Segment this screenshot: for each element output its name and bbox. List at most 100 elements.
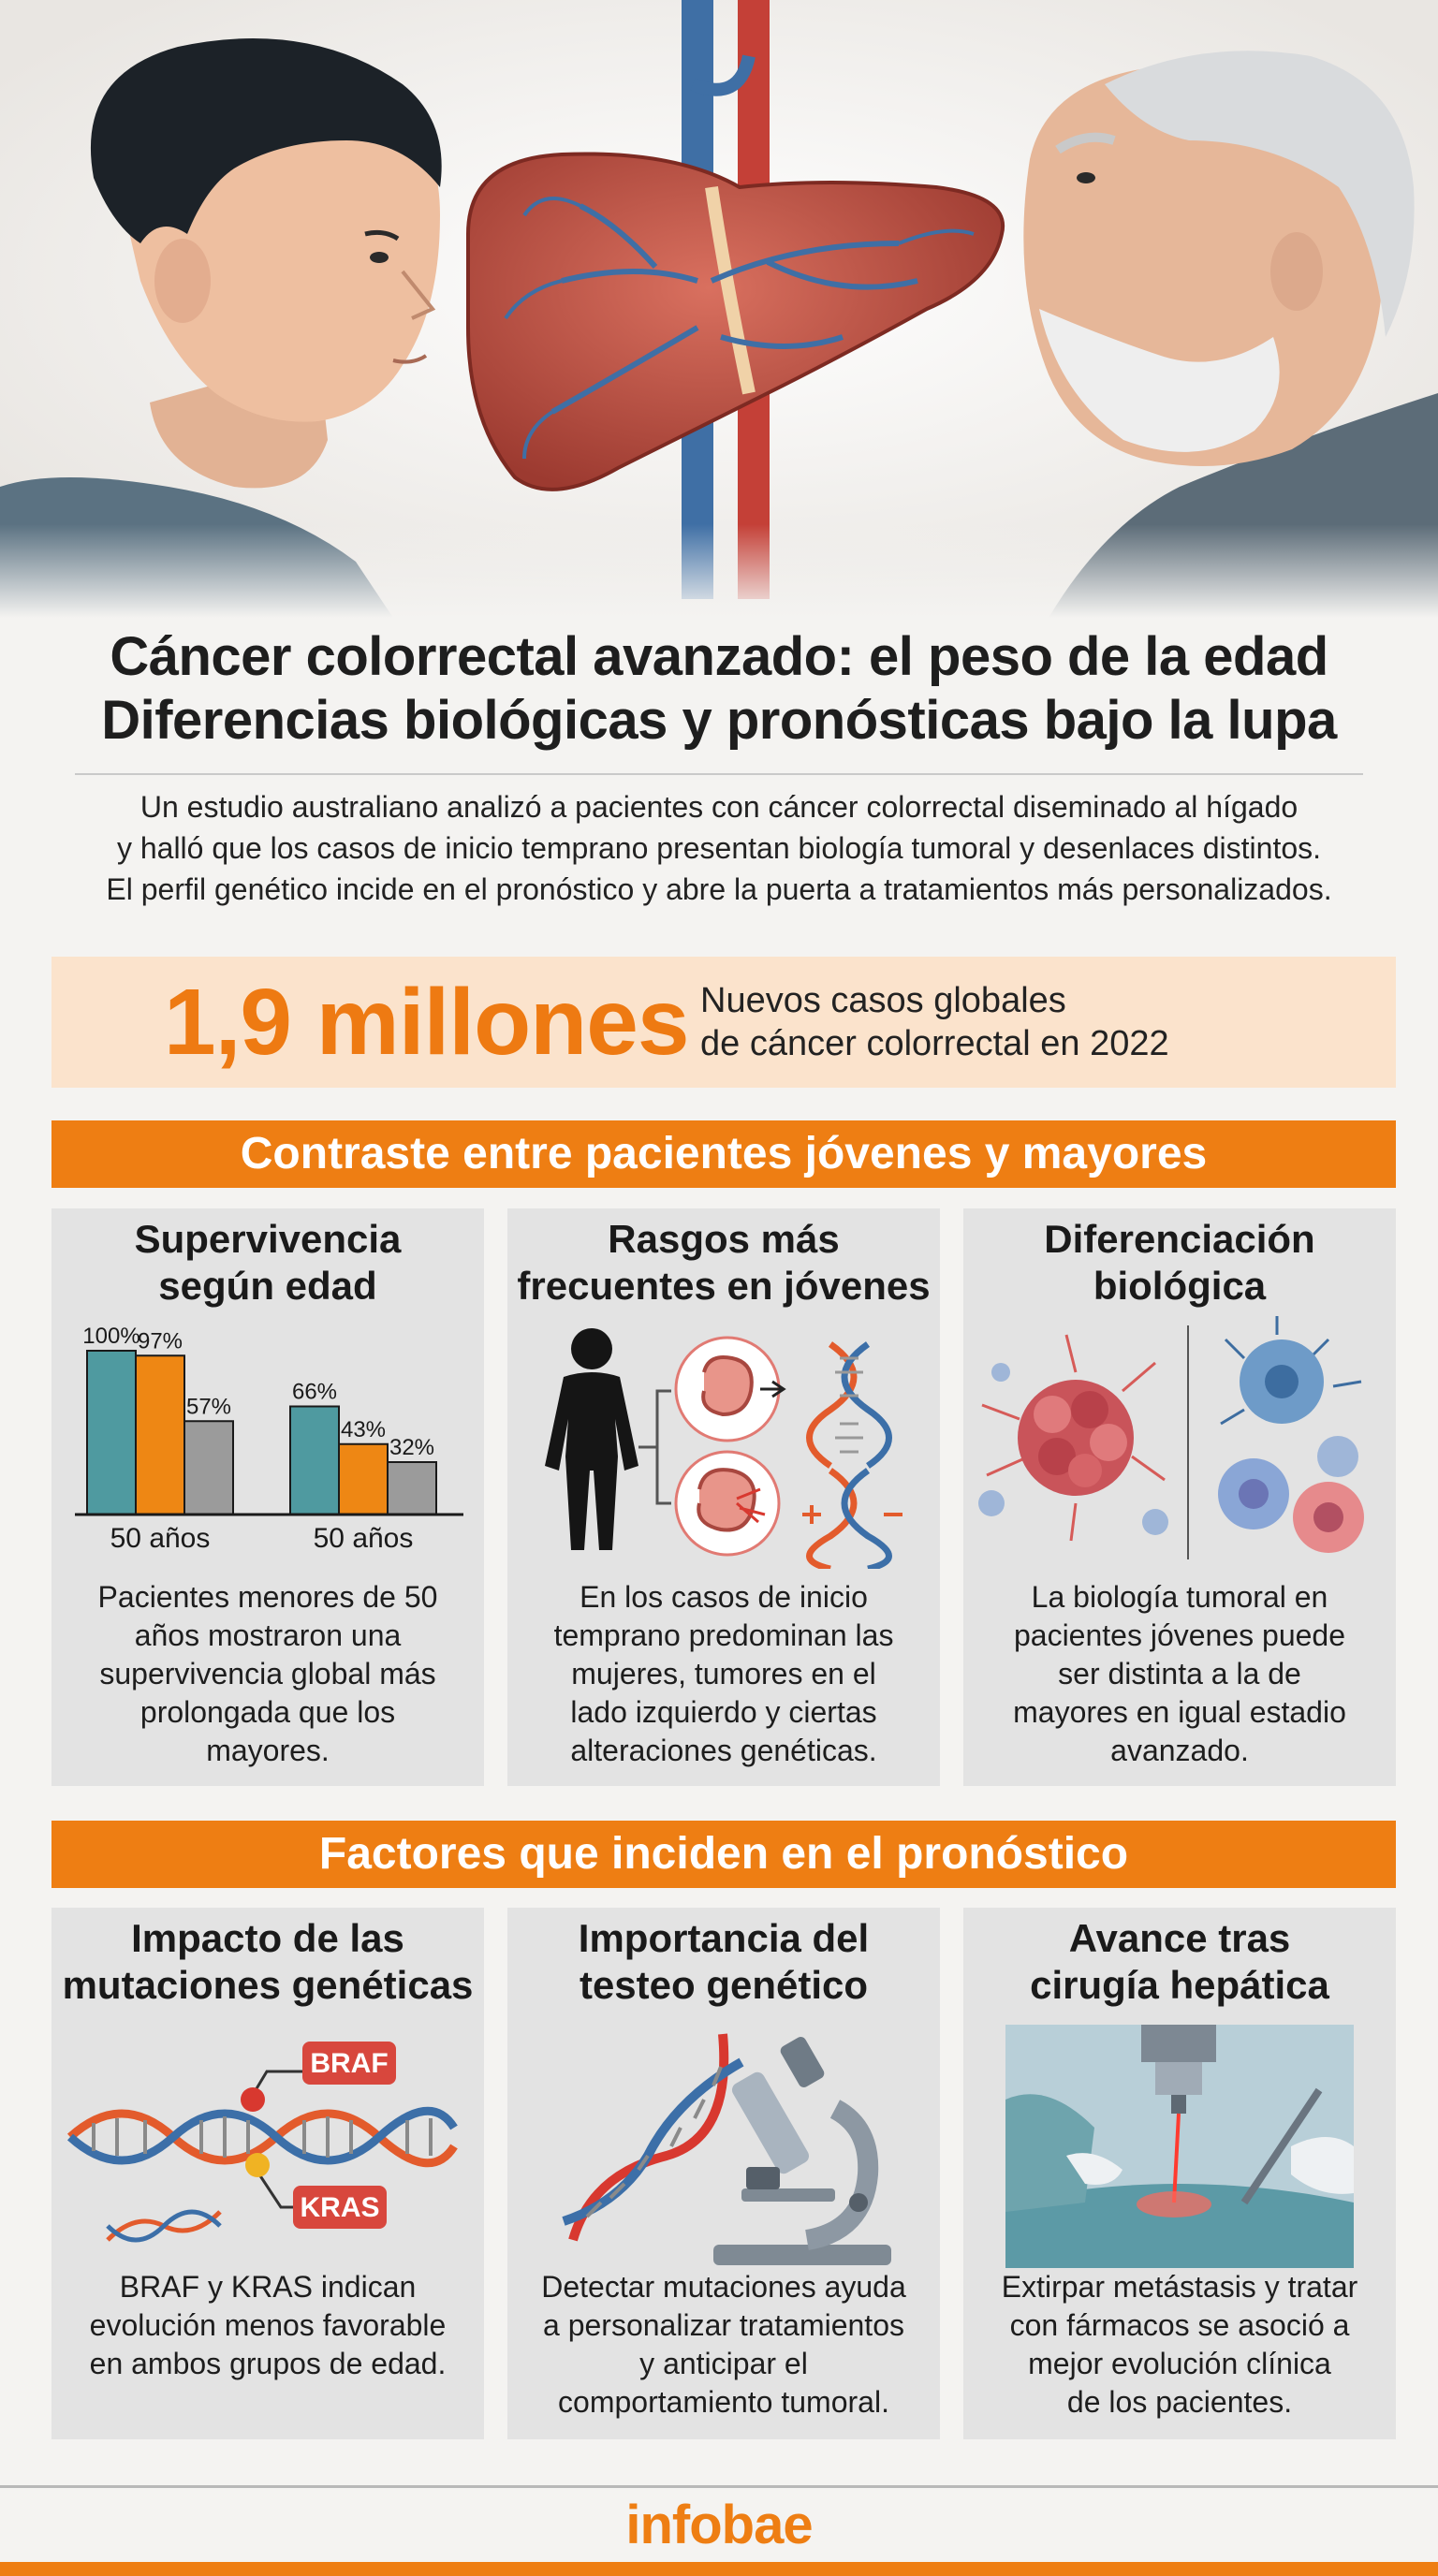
intro-line: El perfil genético incide en el pronósti…: [106, 872, 1332, 906]
page-subtitle: Diferencias biológicas y pronósticas baj…: [101, 690, 1337, 751]
title-divider: [75, 773, 1363, 775]
card-title-line: Rasgos más: [608, 1217, 840, 1261]
surgical-drape: [1005, 2184, 1354, 2268]
liver-illustration: [466, 152, 1005, 491]
scalpel-icon: [1240, 2087, 1323, 2205]
small-dna-icon: [106, 2209, 222, 2243]
card-text-line: de los pacientes.: [1066, 2385, 1293, 2419]
intro-paragraph: Un estudio australiano analizó a pacient…: [56, 786, 1382, 910]
card-title: Avance tras cirugía hepática: [963, 1915, 1396, 2009]
bar: [135, 1354, 185, 1515]
bar-value-label: 100%: [82, 1324, 139, 1349]
surgeon-left: [1005, 2094, 1094, 2212]
braf-marker-icon: [241, 2087, 265, 2112]
stat-box: 1,9 millones Nuevos casos globales de cá…: [51, 957, 1396, 1088]
bar: [387, 1461, 437, 1515]
card-text-line: comportamiento tumoral.: [558, 2385, 889, 2419]
card-text-line: Pacientes menores de 50: [97, 1580, 438, 1614]
card-text-line: prolongada que los: [139, 1695, 396, 1729]
bar: [183, 1420, 234, 1515]
card-title: Rasgos más frecuentes en jóvenes: [507, 1216, 940, 1310]
bar-value-label: 97%: [138, 1328, 183, 1354]
survival-bar-chart: 100%97% 57% 50 años 66%43%32% 50 años: [75, 1324, 463, 1554]
card-text-line: temprano predominan las: [553, 1618, 894, 1652]
card-text-line: pacientes jóvenes puede: [1013, 1618, 1346, 1652]
card-title-line: Supervivencia: [134, 1217, 402, 1261]
gloved-hand-right: [1291, 2137, 1354, 2194]
bar: [289, 1405, 340, 1515]
stat-number: 1,9 millones: [164, 970, 689, 1075]
tumor-cell-cluster-icon: [978, 1334, 1168, 1542]
card-text-line: mayores.: [206, 1734, 330, 1767]
tumor-colon-icon: [674, 1450, 781, 1557]
card-text: Detectar mutaciones ayuda a personalizar…: [517, 2268, 931, 2422]
colon-left-icon: [674, 1336, 786, 1442]
bar: [338, 1442, 389, 1515]
card-text-line: con fármacos se asoció a: [1009, 2308, 1350, 2342]
category-label: 50 años: [314, 1523, 414, 1554]
card-text: BRAF y KRAS indican evolución menos favo…: [61, 2268, 475, 2383]
card-title-line: testeo genético: [579, 1963, 869, 2007]
card-mutations: Impacto de las mutaciones genéticas BRAF…: [51, 1908, 484, 2439]
card-text-line: Extirpar metástasis y tratar: [1001, 2270, 1358, 2304]
normal-cells-icon: [1218, 1316, 1364, 1553]
bracket-connector: [638, 1389, 671, 1505]
bar-value-label: 57%: [186, 1394, 231, 1419]
surgery-illustration: [1005, 2025, 1354, 2268]
card-survival: Supervivencia según edad 100% 97% 57% 50 añ…: [51, 1208, 484, 1786]
genetic-testing-illustration: [562, 2033, 891, 2265]
card-traits: Rasgos más frecuentes en jóvenes: [507, 1208, 940, 1786]
card-text-line: y anticipar el: [639, 2347, 808, 2380]
card-text: Extirpar metástasis y tratar con fármaco…: [973, 2268, 1387, 2422]
gloved-hand-left: [1066, 2153, 1123, 2185]
braf-label: BRAF: [310, 2048, 388, 2079]
page-title: Cáncer colorrectal avanzado: el peso de …: [110, 626, 1328, 687]
braf-badge: [302, 2042, 396, 2085]
card-text-line: En los casos de inicio: [580, 1580, 868, 1614]
card-text-line: alteraciones genéticas.: [570, 1734, 877, 1767]
stat-description: Nuevos casos globales de cáncer colorrec…: [700, 979, 1169, 1065]
card-biology: Diferenciación biológica La b: [963, 1208, 1396, 1786]
intro-line: y halló que los casos de inicio temprano…: [116, 831, 1322, 865]
title-block: Cáncer colorrectal avanzado: el peso de …: [0, 625, 1438, 753]
card-title: Diferenciación biológica: [963, 1216, 1396, 1310]
kras-badge: [293, 2186, 387, 2229]
mutations-illustration: BRAF KRAS: [66, 2042, 458, 2243]
card-text-line: BRAF y KRAS indican: [119, 2270, 417, 2304]
footer-divider: [0, 2485, 1438, 2488]
bar-value-label: 43%: [341, 1417, 386, 1442]
dna-helix-icon: [66, 2106, 458, 2168]
card-title-line: según edad: [158, 1264, 377, 1308]
card-text-line: evolución menos favorable: [89, 2308, 447, 2342]
card-title-line: frecuentes en jóvenes: [517, 1264, 931, 1308]
infobae-logo[interactable]: infobae: [625, 2495, 813, 2555]
card-title-line: Importancia del: [578, 1916, 870, 1960]
card-text-line: lado izquierdo y ciertas: [570, 1695, 877, 1729]
bar-value-label: 66%: [292, 1380, 337, 1405]
card-surgery: Avance tras cirugía hepática Extirpar me…: [963, 1908, 1396, 2439]
card-genetic-testing: Importancia del testeo genético Detectar…: [507, 1908, 940, 2439]
intro-line: Un estudio australiano analizó a pacient…: [139, 790, 1299, 824]
cells-illustration: [978, 1316, 1364, 1559]
laser-glow: [1137, 2191, 1211, 2217]
mutated-dna-icon: [802, 1468, 902, 1569]
stat-line: Nuevos casos globales: [700, 981, 1066, 1020]
card-title-line: Impacto de las: [131, 1916, 404, 1960]
card-text-line: avanzado.: [1110, 1734, 1249, 1767]
dna-helix-icon: [562, 2033, 744, 2242]
dna-icon: [806, 1341, 892, 1469]
card-title: Importancia del testeo genético: [507, 1915, 940, 2009]
card-text-line: mujeres, tumores en el: [571, 1657, 876, 1690]
bar-value-label: 32%: [389, 1435, 434, 1460]
card-text-line: años mostraron una: [134, 1618, 402, 1652]
card-title-line: mutaciones genéticas: [62, 1963, 474, 2007]
card-text: La biología tumoral en pacientes jóvenes…: [973, 1578, 1387, 1770]
footer-bar: [0, 2562, 1438, 2576]
female-silhouette-icon: [545, 1328, 638, 1550]
card-text: Pacientes menores de 50 años mostraron u…: [61, 1578, 475, 1770]
bar: [86, 1350, 137, 1515]
stat-line: de cáncer colorrectal en 2022: [700, 1024, 1169, 1063]
card-text-line: ser distinta a la de: [1058, 1657, 1301, 1690]
card-title: Supervivencia según edad: [51, 1216, 484, 1310]
card-text-line: a personalizar tratamientos: [543, 2308, 904, 2342]
